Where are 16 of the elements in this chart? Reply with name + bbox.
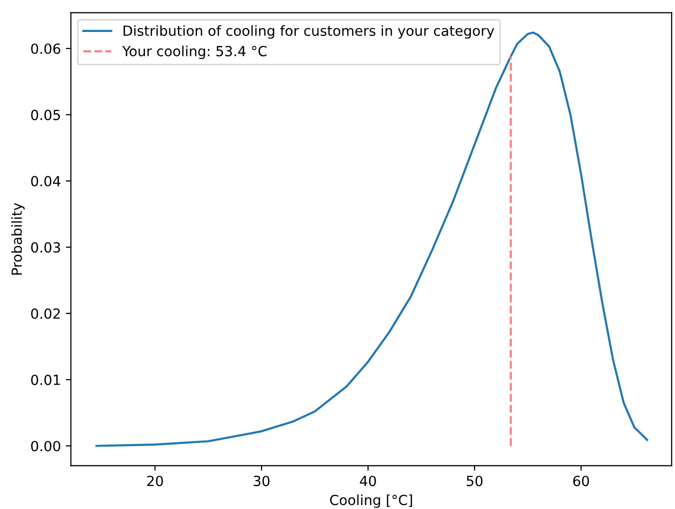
x-tick-label: 30 — [254, 476, 270, 486]
legend-label: Your cooling: 53.4 °C — [122, 46, 267, 60]
y-tick-label: 0.05 — [31, 110, 60, 120]
x-axis-title: Cooling [°C] — [330, 494, 412, 508]
y-tick-label: 0.03 — [31, 242, 60, 253]
y-tick-label: 0.01 — [31, 374, 60, 386]
legend-label: Distribution of cooling for customers in your category — [124, 25, 494, 39]
x-tick-label: 20 — [147, 476, 163, 486]
y-tick-label: 0.02 — [31, 308, 60, 319]
x-tick-label: 40 — [360, 476, 376, 486]
y-tick-label: 0.00 — [31, 440, 60, 452]
y-tick-label: 0.04 — [31, 176, 60, 186]
y-tick-label: 0.06 — [31, 43, 60, 54]
y-axis-title: Probability — [11, 202, 25, 275]
x-tick-label: 60 — [573, 476, 589, 486]
x-tick-label: 50 — [466, 476, 482, 486]
